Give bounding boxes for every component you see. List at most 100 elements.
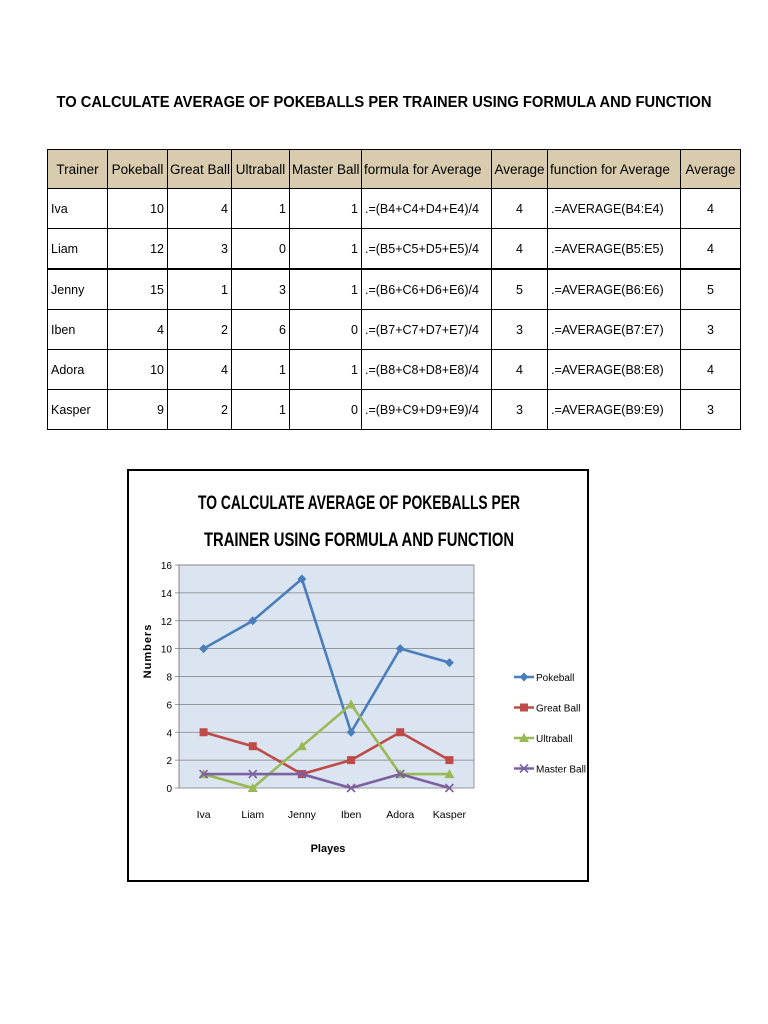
cell-master-ball: 0	[289, 389, 362, 430]
cell-function: .=AVERAGE(B6:E6)	[547, 268, 681, 310]
cell-great-ball: 4	[167, 188, 232, 229]
cell-ultraball: 3	[231, 268, 290, 310]
page-title: TO CALCULATE AVERAGE OF POKEBALLS PER TR…	[56, 94, 712, 111]
y-tick-label: 0	[166, 784, 172, 795]
data-point-ultraball	[346, 699, 357, 709]
cell-trainer: Kasper	[47, 389, 108, 430]
cell-average-2: 4	[680, 188, 741, 229]
cell-master-ball: 1	[289, 228, 362, 270]
cell-average-2: 4	[680, 349, 741, 390]
data-point-great-ball	[199, 728, 208, 737]
series-pokeball	[199, 574, 454, 737]
y-axis-label: Numbers	[142, 624, 154, 679]
header-great-ball: Great Ball	[167, 149, 232, 189]
cell-trainer: Adora	[47, 349, 108, 390]
marker-stroke	[444, 783, 454, 793]
cell-formula: .=(B7+C7+D7+E7)/4	[361, 309, 492, 350]
cell-average: 4	[491, 349, 548, 390]
data-point-pokeball	[444, 658, 454, 668]
cell-formula: .=(B8+C8+D8+E8)/4	[361, 349, 492, 390]
table-row: Jenny 15 1 3 1 .=(B6+C6+D6+E6)/4 5 .=AVE…	[47, 268, 741, 310]
legend-marker	[519, 672, 529, 682]
legend-item-master-ball: Master Ball	[514, 763, 586, 776]
cell-great-ball: 3	[167, 228, 232, 270]
table-row: Iva 10 4 1 1 .=(B4+C4+D4+E4)/4 4 .=AVERA…	[47, 188, 741, 229]
line-chart: TO CALCULATE AVERAGE OF POKEBALLS PER TR…	[142, 493, 586, 855]
cell-master-ball: 1	[289, 188, 362, 229]
cell-formula: .=(B6+C6+D6+E6)/4	[361, 268, 492, 310]
cell-trainer: Liam	[47, 228, 108, 270]
table-row: Adora 10 4 1 1 .=(B8+C8+D8+E8)/4 4 .=AVE…	[47, 349, 741, 390]
header-average-2: Average	[680, 149, 741, 189]
x-tick-label: Iva	[197, 809, 211, 821]
series-line-pokeball	[202, 576, 450, 736]
x-tick-label: Iben	[341, 809, 362, 821]
y-tick-label: 2	[166, 756, 172, 767]
legend-label: Great Ball	[536, 704, 580, 715]
cell-trainer: Iben	[47, 309, 108, 350]
cell-average-2: 3	[680, 309, 741, 350]
cell-pokeball: 10	[107, 349, 168, 390]
cell-pokeball: 9	[107, 389, 168, 430]
header-master-ball: Master Ball	[289, 149, 362, 189]
cell-ultraball: 0	[231, 228, 290, 270]
chart-container: TO CALCULATE AVERAGE OF POKEBALLS PER TR…	[127, 469, 589, 882]
data-point-master-ball	[395, 769, 405, 779]
header-function-average: function for Average	[547, 149, 681, 189]
cell-function: .=AVERAGE(B8:E8)	[547, 349, 681, 390]
cell-master-ball: 0	[289, 309, 362, 350]
data-point-great-ball	[248, 742, 257, 751]
series-line-master-ball	[203, 772, 450, 790]
legend-marker	[519, 733, 529, 742]
x-tick-label: Kasper	[433, 809, 467, 821]
legend-label: Master Ball	[536, 765, 586, 776]
legend-marker	[519, 763, 529, 774]
cell-master-ball: 1	[289, 268, 362, 310]
series-ultraball	[198, 699, 455, 792]
y-tick-label: 12	[161, 617, 173, 628]
chart-title-line-1: TO CALCULATE AVERAGE OF POKEBALLS PER	[198, 493, 520, 514]
table-header-row: Trainer Pokeball Great Ball Ultraball Ma…	[47, 149, 741, 189]
cell-great-ball: 1	[167, 268, 232, 310]
y-tick-label: 6	[166, 700, 172, 711]
cell-average-2: 3	[680, 389, 741, 430]
y-tick-label: 14	[161, 589, 173, 600]
x-tick-label: Jenny	[288, 809, 317, 821]
cell-average: 5	[491, 268, 548, 310]
table-row: Liam 12 3 0 1 .=(B5+C5+D5+E5)/4 4 .=AVER…	[47, 228, 741, 270]
data-point-master-ball	[297, 769, 307, 779]
series-line-great-ball	[203, 730, 451, 776]
legend-marker	[520, 703, 528, 712]
cell-ultraball: 6	[231, 309, 290, 350]
data-point-pokeball	[199, 644, 209, 654]
cell-pokeball: 12	[107, 228, 168, 270]
data-point-pokeball	[346, 727, 356, 737]
cell-average: 4	[491, 188, 548, 229]
cell-trainer: Jenny	[47, 268, 108, 310]
series-line-ultraball	[203, 702, 450, 790]
legend-item-great-ball: Great Ball	[514, 703, 580, 715]
header-pokeball: Pokeball	[107, 149, 168, 189]
header-average: Average	[491, 149, 548, 189]
cell-average: 4	[491, 228, 548, 270]
table-row: Kasper 9 2 1 0 .=(B9+C9+D9+E9)/4 3 .=AVE…	[47, 389, 741, 430]
data-point-master-ball	[444, 783, 454, 793]
legend-label: Pokeball	[536, 673, 574, 684]
cell-formula: .=(B4+C4+D4+E4)/4	[361, 188, 492, 229]
cell-formula: .=(B9+C9+D9+E9)/4	[361, 389, 492, 430]
cell-function: .=AVERAGE(B5:E5)	[547, 228, 681, 270]
x-tick-label: Liam	[241, 809, 264, 821]
data-point-pokeball	[297, 574, 307, 584]
y-tick-label: 8	[166, 673, 172, 684]
marker-stroke	[519, 763, 529, 774]
data-point-master-ball	[248, 769, 258, 779]
cell-great-ball: 2	[167, 309, 232, 350]
header-ultraball: Ultraball	[231, 149, 290, 189]
cell-function: .=AVERAGE(B9:E9)	[547, 389, 681, 430]
cell-ultraball: 1	[231, 188, 290, 229]
cell-great-ball: 2	[167, 389, 232, 430]
y-tick-label: 16	[161, 561, 173, 572]
series-master-ball	[199, 769, 454, 793]
data-point-master-ball	[199, 769, 209, 779]
cell-average-2: 4	[680, 228, 741, 270]
